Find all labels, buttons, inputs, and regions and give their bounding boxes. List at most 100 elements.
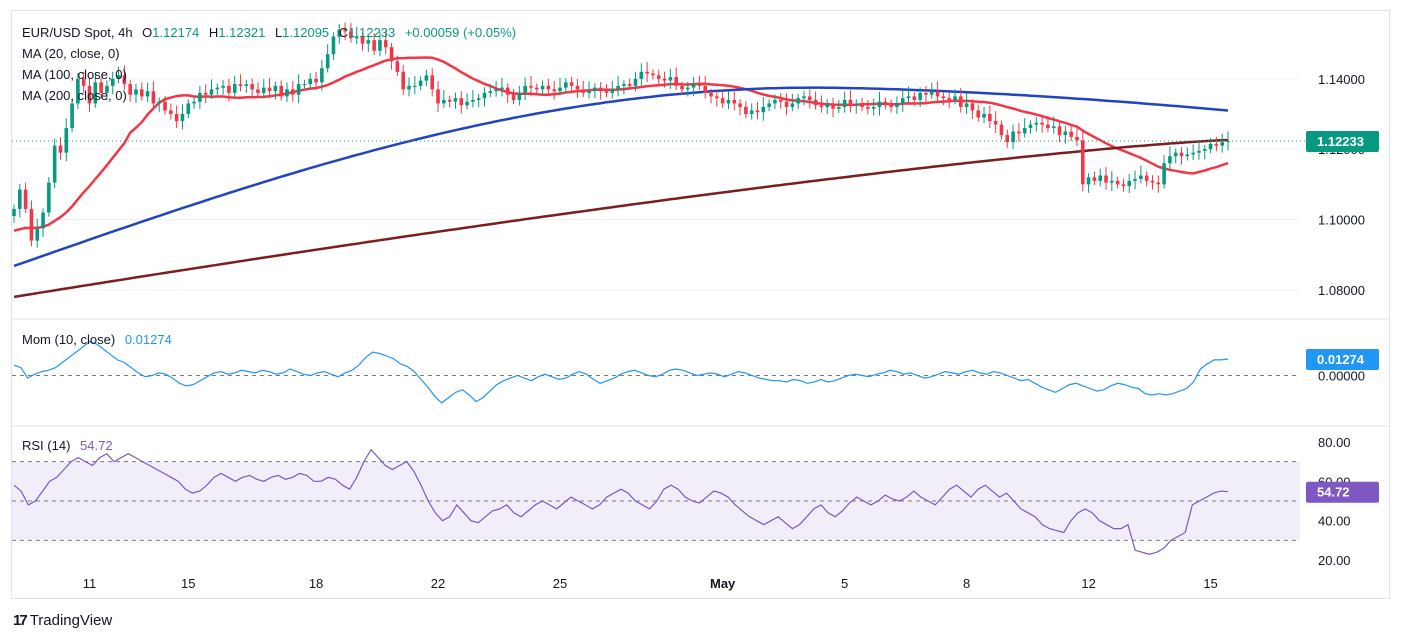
rsi-axis-tick: 40.00 (1318, 514, 1351, 529)
candle (459, 91, 464, 114)
candle (674, 67, 678, 91)
candle-body (23, 189, 28, 209)
candle-body (697, 84, 702, 86)
candle-body (668, 77, 673, 81)
candle (1139, 165, 1143, 184)
high-value: 1.12321 (218, 25, 266, 40)
candle (1191, 144, 1195, 161)
candle-body (720, 98, 725, 104)
candle (773, 94, 777, 110)
candle-body (52, 145, 57, 183)
candle (680, 81, 684, 96)
candle-body (76, 78, 80, 104)
candle (1133, 170, 1137, 190)
candle-body (1057, 126, 1062, 136)
candle-body (993, 121, 998, 125)
mom-legend[interactable]: Mom (10, close) 0.01274 (22, 332, 172, 347)
candle (314, 71, 318, 90)
candle-body (773, 99, 777, 104)
time-axis-tick: 22 (431, 576, 445, 591)
ma100-legend[interactable]: MA (100, close, 0) (22, 67, 127, 82)
candle (285, 82, 289, 103)
candle (633, 71, 638, 92)
candle-body (1069, 131, 1073, 137)
candle-body (412, 85, 417, 87)
candle (139, 82, 144, 101)
candle (761, 97, 766, 121)
ma200-legend[interactable]: MA (200, close, 0) (22, 88, 127, 103)
candle (964, 93, 969, 114)
mom-value-badge-label: 0.01274 (1317, 352, 1365, 367)
candle-body (331, 36, 336, 55)
candle-body (813, 99, 818, 106)
candle (726, 91, 731, 110)
candle-body (900, 98, 905, 104)
symbol-label[interactable]: EUR/USD Spot, 4h (22, 25, 133, 40)
candle-body (523, 85, 527, 93)
candle-body (209, 89, 214, 95)
candle (1017, 123, 1021, 142)
candle-body (575, 85, 580, 90)
candle-body (854, 103, 859, 106)
candle-body (337, 29, 342, 37)
time-axis-tick: May (710, 576, 736, 591)
candle (1069, 124, 1073, 142)
candle (1185, 147, 1190, 161)
candle (587, 81, 591, 99)
candle (215, 83, 220, 96)
chart-frame (11, 10, 1390, 599)
low-label: L (274, 25, 283, 40)
candle (627, 78, 632, 91)
candle-body (819, 105, 824, 107)
candle (813, 91, 818, 110)
candle (662, 71, 667, 88)
candle (691, 77, 696, 97)
rsi-legend[interactable]: RSI (14) 54.72 (22, 438, 113, 453)
candle-body (35, 228, 40, 241)
candle-body (354, 36, 359, 39)
candle-body (64, 128, 69, 153)
candle (860, 97, 864, 112)
candle (366, 34, 371, 53)
rsi-axis-tick: 80.00 (1318, 435, 1351, 450)
candle (1028, 120, 1033, 134)
candle (389, 42, 394, 70)
candle-body (837, 106, 841, 109)
candle-body (285, 89, 289, 97)
candle-body (1092, 177, 1097, 181)
candle-body (41, 212, 45, 229)
candle-body (587, 91, 591, 93)
candle (1086, 173, 1091, 193)
candle (1144, 171, 1149, 187)
time-axis-tick: 25 (553, 576, 567, 591)
ma20-legend[interactable]: MA (20, close, 0) (22, 46, 120, 61)
candle-body (616, 85, 620, 90)
candle (81, 71, 86, 93)
candle-body (755, 110, 760, 113)
candle (1011, 124, 1015, 150)
candle (802, 90, 806, 106)
candle-body (651, 73, 655, 76)
candle-body (291, 89, 295, 95)
candle-body (407, 85, 411, 90)
candle-body (1098, 175, 1103, 181)
candle (99, 78, 103, 99)
candle (685, 81, 690, 97)
time-axis-tick: 12 (1081, 576, 1095, 591)
rsi-axis-tick: 20.00 (1318, 553, 1351, 568)
candle (668, 68, 673, 90)
candle (883, 97, 888, 110)
rsi-line (13, 448, 1229, 555)
candle (622, 79, 626, 95)
candle-body (871, 106, 876, 109)
candle-body (494, 89, 498, 92)
candle-body (691, 84, 696, 88)
close-value: 1.12233 (348, 25, 396, 40)
tradingview-logo[interactable]: 17 TradingView (13, 612, 112, 629)
candle (1104, 167, 1108, 190)
candle (41, 208, 45, 237)
candle (604, 84, 609, 98)
candle-body (1179, 152, 1184, 157)
time-axis-tick: 5 (841, 576, 848, 591)
